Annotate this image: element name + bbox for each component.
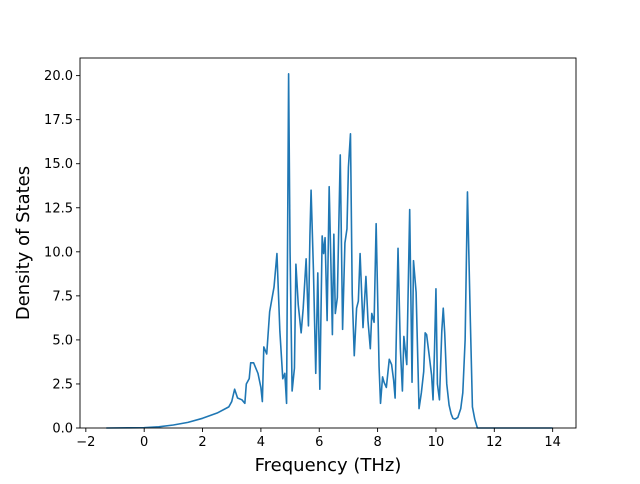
series-line-layer [106, 73, 553, 429]
y-tick-label: 10.0 [44, 245, 73, 260]
x-tick-label: 8 [373, 435, 381, 450]
y-tick-label: 7.5 [52, 289, 73, 304]
axes-frame [79, 57, 577, 429]
series-line-0 [106, 73, 553, 429]
y-axis-label: Density of States [13, 166, 34, 320]
x-tick-label: 14 [544, 435, 561, 450]
x-tick-label: 4 [257, 435, 265, 450]
x-tick-label: −2 [76, 435, 95, 450]
y-axis-ticks: 0.0 2.5 5.0 7.5 10.0 12.5 15.0 17.5 20.0 [44, 69, 80, 437]
y-tick-label: 2.5 [52, 377, 73, 392]
y-tick-label: 5.0 [52, 333, 73, 348]
y-tick-label: 20.0 [44, 69, 73, 84]
x-tick-label: 2 [198, 435, 206, 450]
x-tick-label: 0 [140, 435, 148, 450]
x-tick-label: 6 [315, 435, 323, 450]
x-tick-label: 12 [486, 435, 503, 450]
y-tick-label: 0.0 [52, 422, 73, 437]
y-tick-label: 17.5 [44, 113, 73, 128]
y-tick-label: 15.0 [44, 157, 73, 172]
y-tick-label: 12.5 [44, 201, 73, 216]
x-tick-label: 10 [428, 435, 445, 450]
x-axis-ticks: −2 0 2 4 6 8 10 12 14 [76, 428, 561, 450]
x-axis-label: Frequency (THz) [255, 455, 402, 476]
